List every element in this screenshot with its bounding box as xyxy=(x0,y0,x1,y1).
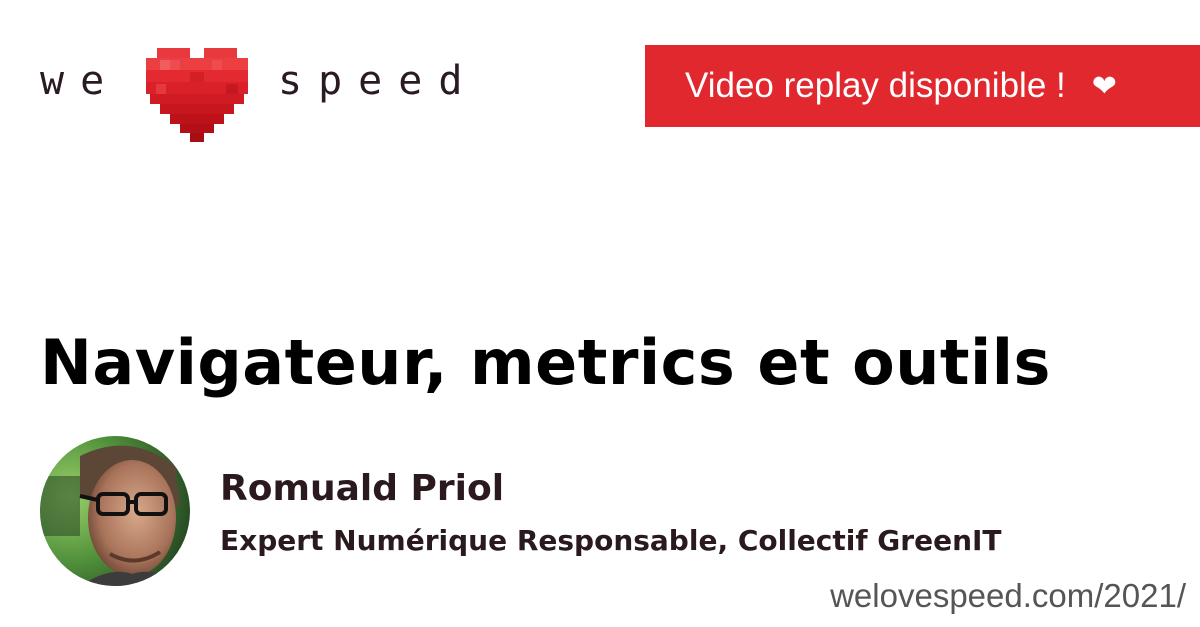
banner-text: Video replay disponible ! xyxy=(685,66,1066,105)
heart-icon: ❤ xyxy=(1091,69,1117,103)
site-url[interactable]: welovespeed.com/2021/ xyxy=(830,577,1186,614)
pixel-heart-icon xyxy=(146,48,248,142)
logo-word-speed: speed xyxy=(278,58,479,104)
speaker-avatar xyxy=(40,436,190,586)
talk-title: Navigateur, metrics et outils xyxy=(40,326,1051,399)
speaker-photo xyxy=(40,436,190,586)
speaker-name: Romuald Priol xyxy=(220,468,505,509)
speaker-role: Expert Numérique Responsable, Collectif … xyxy=(220,524,1002,557)
logo-word-we: we xyxy=(40,58,121,104)
welovespeed-logo: we speed xyxy=(40,48,480,144)
video-replay-banner[interactable]: Video replay disponible ! ❤ xyxy=(645,45,1200,127)
